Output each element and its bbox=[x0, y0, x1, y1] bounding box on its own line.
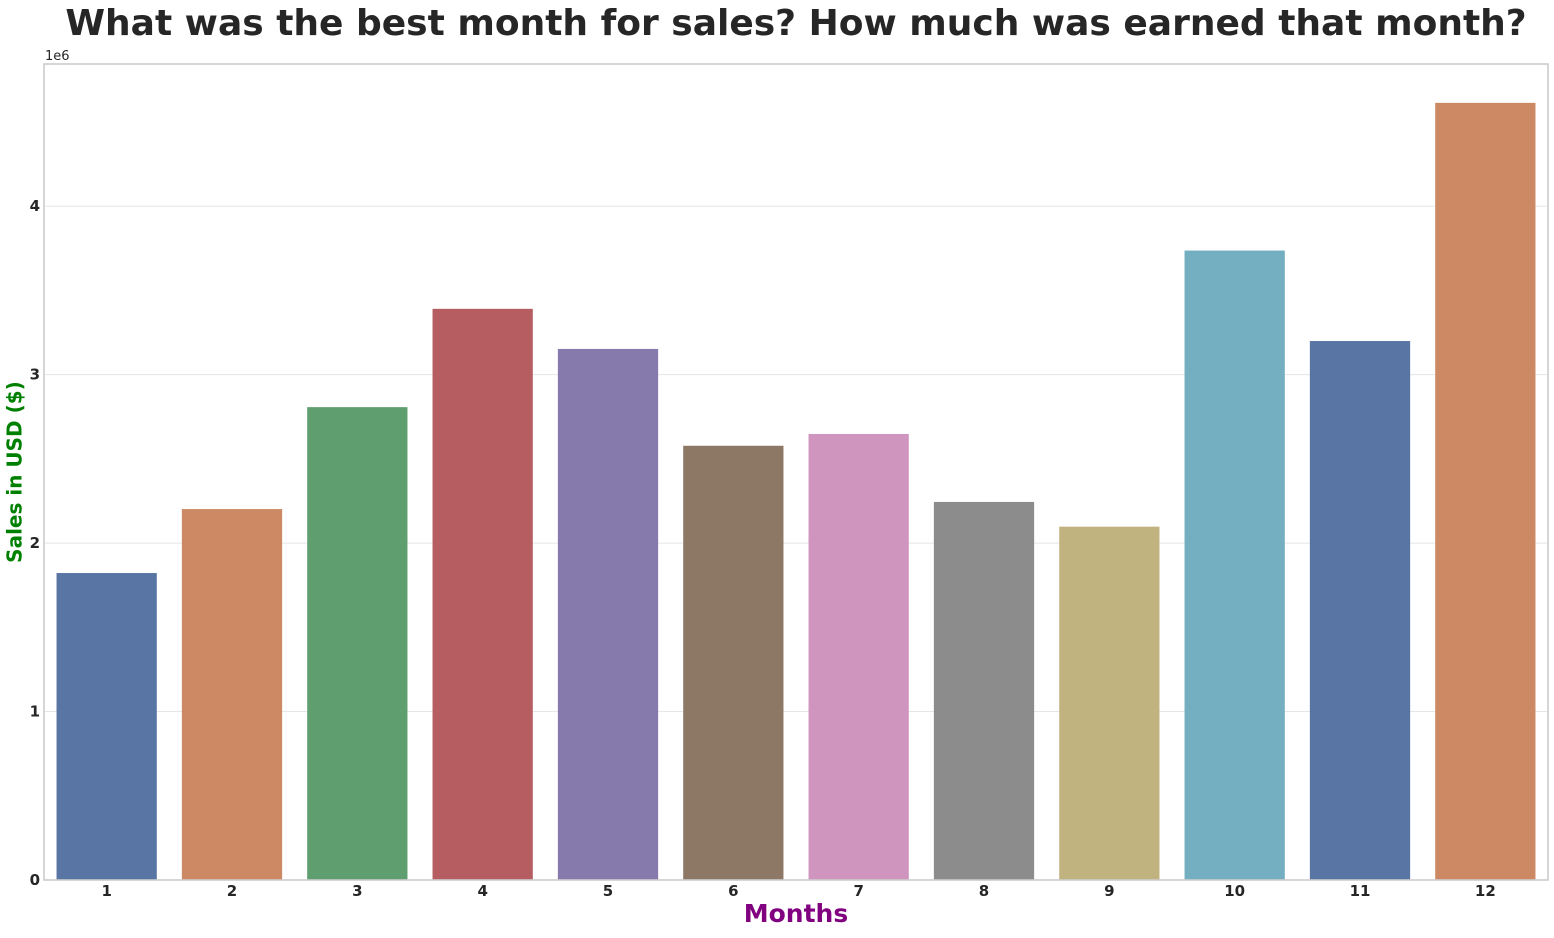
x-tick-label: 11 bbox=[1350, 882, 1371, 900]
bar-month-6 bbox=[683, 445, 784, 880]
grid-lines bbox=[44, 205, 1548, 713]
x-tick-label: 8 bbox=[979, 882, 989, 900]
x-tick-label: 4 bbox=[477, 882, 487, 900]
y-tick-label: 4 bbox=[30, 197, 40, 215]
x-axis-ticks: 1 2 3 4 5 6 7 8 9 10 11 12 bbox=[101, 882, 1495, 900]
bar-month-8 bbox=[933, 501, 1035, 880]
x-tick-label: 10 bbox=[1224, 882, 1245, 900]
y-tick-label: 2 bbox=[30, 534, 40, 552]
bar-month-12 bbox=[1435, 102, 1536, 880]
y-axis-ticks: 0 1 2 3 4 bbox=[30, 197, 40, 889]
x-axis-label: Months bbox=[744, 899, 848, 928]
x-tick-label: 2 bbox=[227, 882, 237, 900]
y-axis-label: Sales in USD ($) bbox=[3, 381, 27, 563]
y-scale-offset-label: 1e6 bbox=[45, 49, 70, 64]
bar-month-11 bbox=[1309, 341, 1411, 880]
plot-frame bbox=[43, 63, 1549, 881]
y-tick-label: 1 bbox=[30, 703, 40, 721]
bar-month-5 bbox=[557, 348, 659, 880]
x-tick-label: 7 bbox=[853, 882, 863, 900]
bar-month-4 bbox=[432, 308, 533, 880]
bar-month-9 bbox=[1059, 526, 1160, 880]
y-tick-label: 0 bbox=[30, 871, 40, 889]
x-tick-label: 6 bbox=[728, 882, 738, 900]
x-tick-label: 5 bbox=[603, 882, 613, 900]
x-tick-label: 3 bbox=[352, 882, 362, 900]
bars bbox=[56, 102, 1536, 881]
y-tick-label: 3 bbox=[30, 366, 40, 384]
bar-month-7 bbox=[808, 433, 909, 880]
x-tick-label: 1 bbox=[101, 882, 111, 900]
bar-month-1 bbox=[56, 573, 157, 880]
x-tick-label: 9 bbox=[1104, 882, 1114, 900]
bar-month-3 bbox=[307, 407, 408, 880]
x-tick-label: 12 bbox=[1475, 882, 1496, 900]
bar-month-2 bbox=[181, 509, 283, 880]
bar-month-10 bbox=[1184, 250, 1285, 881]
chart-title: What was the best month for sales? How m… bbox=[65, 3, 1526, 44]
